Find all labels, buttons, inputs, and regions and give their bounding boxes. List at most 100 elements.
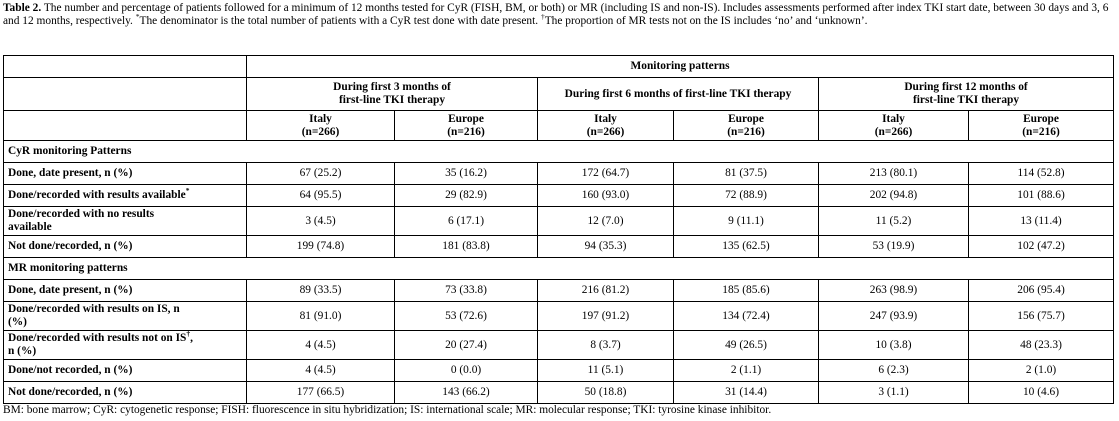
row-label-text: Not done/recorded, n (%) <box>8 240 133 252</box>
row-label: Done/recorded with results on IS, n (%) <box>3 301 247 331</box>
country-header: Europe (n=216) <box>673 110 819 141</box>
table-cell: 20 (27.4) <box>394 330 538 360</box>
country-n: (n=266) <box>874 125 913 138</box>
footnote-mark: * <box>185 186 190 196</box>
country-n: (n=266) <box>301 125 340 138</box>
table-cell: 199 (74.8) <box>246 235 395 258</box>
table-cell: 35 (16.2) <box>394 162 538 185</box>
table-cell: 81 (37.5) <box>673 162 819 185</box>
period-line1: During first 3 months of <box>333 81 451 93</box>
caption-note2-mark: † <box>540 12 545 22</box>
table-cell: 247 (93.9) <box>818 301 969 331</box>
table-cell: 4 (4.5) <box>246 330 395 360</box>
period-line1: During first 6 months of first-line TKI … <box>564 87 792 100</box>
row-label-text: Not done/recorded, n (%) <box>8 386 133 398</box>
table-cell: 81 (91.0) <box>246 301 395 331</box>
table-cell: 3 (1.1) <box>818 381 969 404</box>
row-label: Done, date present, n (%) <box>3 162 247 185</box>
header-corner <box>3 110 247 141</box>
table-cell: 53 (19.9) <box>818 235 969 258</box>
table-row: Done, date present, n (%) 67 (25.2) 35 (16… <box>3 162 1115 185</box>
table-cell: 102 (47.2) <box>967 235 1115 258</box>
table-cell: 9 (11.1) <box>673 206 819 236</box>
country-name: Europe <box>728 112 764 125</box>
table-cell: 31 (14.4) <box>673 381 819 404</box>
table-cell: 67 (25.2) <box>246 162 395 185</box>
caption-note1-text: The denominator is the total number of p… <box>139 15 541 28</box>
table-cell: 10 (3.8) <box>818 330 969 360</box>
table-cell: 13 (11.4) <box>967 206 1115 236</box>
country-header: Italy (n=266) <box>818 110 969 141</box>
table-cell: 114 (52.8) <box>967 162 1115 185</box>
table-cell: 143 (66.2) <box>394 381 538 404</box>
table-row: Done/recorded with results available* 64 … <box>3 184 1115 207</box>
header-corner <box>3 77 247 111</box>
header-corner <box>3 55 247 78</box>
country-header: Europe (n=216) <box>967 110 1115 141</box>
table-cell: 2 (1.1) <box>673 359 819 382</box>
table-row: Done/recorded with results on IS, n (%) 81… <box>3 301 1115 331</box>
table-cell: 177 (66.5) <box>246 381 395 404</box>
table-cell: 6 (2.3) <box>818 359 969 382</box>
section-title: MR monitoring patterns <box>2 257 1115 280</box>
row-label: Done/recorded with no results available <box>3 206 247 236</box>
country-n: (n=216) <box>727 125 765 138</box>
country-header: Italy (n=266) <box>537 110 674 141</box>
table-cell: 10 (4.6) <box>967 381 1115 404</box>
caption-text: The number and percentage of patients fo… <box>3 2 1109 28</box>
period-line1: During first 12 months of <box>904 81 1028 93</box>
table-cell: 94 (35.3) <box>537 235 674 258</box>
table-cell: 64 (95.5) <box>246 184 395 207</box>
table-cell: 11 (5.2) <box>818 206 969 236</box>
row-label-text: Done/recorded with results not on IS <box>8 332 187 344</box>
table-cell: 160 (93.0) <box>537 184 674 207</box>
row-label-text: Done/recorded with results available <box>8 189 186 201</box>
table-row: Done/recorded with results not on IS†, n … <box>3 330 1115 360</box>
table-cell: 72 (88.9) <box>673 184 819 207</box>
table-cell: 156 (75.7) <box>967 301 1115 331</box>
period-line2: first-line TKI therapy <box>912 94 1020 106</box>
table-cell: 89 (33.5) <box>246 279 395 302</box>
table-cell: 0 (0.0) <box>394 359 538 382</box>
country-n: (n=216) <box>447 125 485 138</box>
caption-note2-text: The proportion of MR tests not on the IS… <box>544 15 868 28</box>
country-name: Italy <box>594 112 617 125</box>
table-cell: 134 (72.4) <box>673 301 819 331</box>
table-cell: 172 (64.7) <box>537 162 674 185</box>
row-label-text: Done/recorded with results on IS, n <box>8 303 180 315</box>
country-n: (n=266) <box>586 125 625 138</box>
country-header: Italy (n=266) <box>246 110 395 141</box>
row-label: Done/recorded with results not on IS†, n … <box>3 330 247 360</box>
table-cell: 185 (85.6) <box>673 279 819 302</box>
table-row: Done/not recorded, n (%) 4 (4.5) 0 (0.0) 11… <box>3 359 1115 382</box>
country-name: Italy <box>309 112 332 125</box>
row-label-text-cont: n (%) <box>8 345 37 357</box>
table-row: Done/recorded with no results available 3 … <box>3 206 1115 236</box>
table-cell: 202 (94.8) <box>818 184 969 207</box>
table-cell: 4 (4.5) <box>246 359 395 382</box>
monitoring-patterns-header: Monitoring patterns <box>245 55 1115 78</box>
row-label-text: Done/recorded with no results <box>8 208 155 220</box>
row-label-text-cont: available <box>8 221 52 233</box>
country-name: Europe <box>448 112 484 125</box>
table-cell: 213 (80.1) <box>818 162 969 185</box>
table-cell: 101 (88.6) <box>967 184 1115 207</box>
table-row: Not done/recorded, n (%) 199 (74.8) 181 (8… <box>3 235 1115 258</box>
table-cell: 2 (1.0) <box>967 359 1115 382</box>
table-cell: 216 (81.2) <box>537 279 674 302</box>
row-label-text: Done/not recorded, n (%) <box>8 364 133 376</box>
table-cell: 181 (83.8) <box>394 235 538 258</box>
table-cell: 49 (26.5) <box>673 330 819 360</box>
row-label: Not done/recorded, n (%) <box>3 235 247 258</box>
period-header-6-months: During first 6 months of first-line TKI … <box>537 77 819 111</box>
country-name: Europe <box>1023 112 1059 125</box>
table-cell: 48 (23.3) <box>967 330 1115 360</box>
table-caption: Table 2. The number and percentage of pa… <box>3 2 1113 29</box>
country-n: (n=216) <box>1022 125 1060 138</box>
period-line2: first-line TKI therapy <box>338 94 446 106</box>
table-cell: 197 (91.2) <box>537 301 674 331</box>
row-label-text-cont: (%) <box>8 316 27 328</box>
table-cell: 6 (17.1) <box>394 206 538 236</box>
row-label: Done/recorded with results available* <box>3 184 247 207</box>
